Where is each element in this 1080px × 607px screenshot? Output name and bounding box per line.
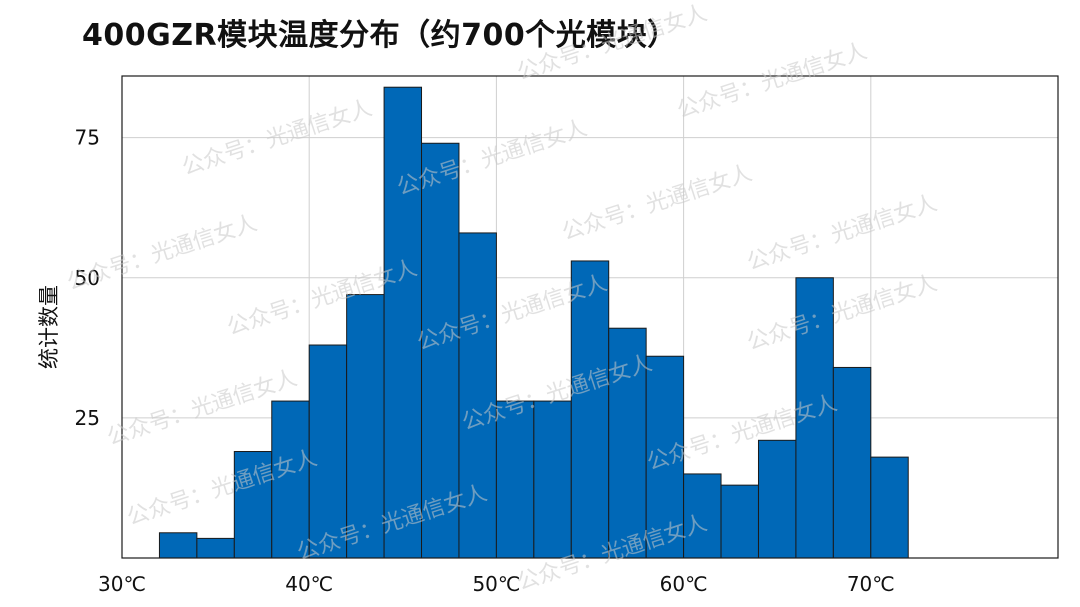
x-tick-label: 40℃ — [285, 572, 333, 596]
watermark-text: 公众号：光通信女人 — [744, 271, 940, 356]
histogram-bar — [832, 366, 872, 559]
y-axis-ticks: 25 50 75 — [75, 126, 100, 430]
histogram-bar — [570, 260, 610, 559]
plot-frame — [121, 75, 1059, 559]
histogram-bar — [421, 142, 460, 559]
histogram-bar — [458, 232, 497, 559]
histogram-bar — [495, 400, 535, 559]
y-tick-label: 75 — [75, 126, 100, 150]
watermark-text: 公众号：光通信女人 — [674, 39, 870, 124]
histogram-bars — [158, 86, 909, 559]
histogram-bar — [533, 400, 572, 559]
y-tick-label: 50 — [75, 266, 100, 290]
x-tick-label: 60℃ — [660, 572, 708, 596]
watermark-text: 公众号：光通信女人 — [179, 96, 375, 181]
histogram-bar — [271, 400, 310, 559]
chart-title: 400GZR模块温度分布（约700个光模块） — [82, 18, 678, 53]
watermark-text: 公众号：光通信女人 — [514, 1, 710, 86]
watermark-text: 公众号：光通信女人 — [104, 366, 300, 451]
x-tick-label: 30℃ — [98, 572, 146, 596]
histogram-bar — [870, 456, 909, 559]
histogram-bar — [196, 537, 235, 559]
histogram-bar — [645, 355, 685, 559]
watermark-text: 公众号：光通信女人 — [744, 191, 940, 276]
x-tick-label: 70℃ — [847, 572, 895, 596]
x-axis-ticks: 30℃ 40℃ 50℃ 60℃ 70℃ — [98, 572, 895, 596]
histogram-bar — [795, 277, 834, 559]
histogram-bar — [683, 473, 722, 559]
y-tick-label: 25 — [75, 406, 100, 430]
histogram-bar — [383, 86, 423, 559]
histogram-bar — [346, 294, 385, 559]
x-tick-label: 50℃ — [472, 572, 520, 596]
watermark-text: 公众号：光通信女人 — [64, 211, 260, 296]
histogram-bar — [757, 439, 797, 559]
histogram-bar — [720, 484, 759, 559]
watermark-text: 公众号：光通信女人 — [559, 161, 755, 246]
histogram-bar — [158, 532, 198, 559]
y-axis-label: 统计数量 — [37, 285, 61, 369]
